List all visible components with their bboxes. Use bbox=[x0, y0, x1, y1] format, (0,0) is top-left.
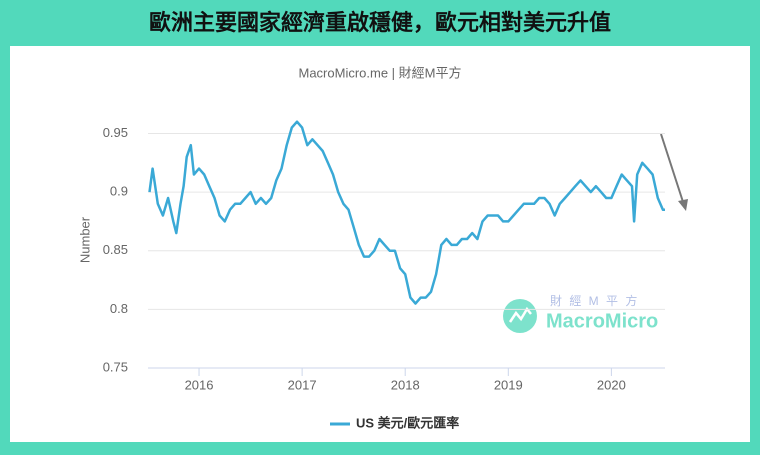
x-tick-label: 2016 bbox=[185, 377, 214, 392]
y-axis-label: Number bbox=[77, 216, 92, 263]
legend-label: US 美元/歐元匯率 bbox=[356, 415, 459, 430]
card bbox=[10, 46, 750, 442]
x-tick-label: 2020 bbox=[597, 377, 626, 392]
watermark: 財 經 M 平 方 MacroMicro bbox=[503, 293, 658, 333]
y-tick-label: 0.8 bbox=[110, 301, 128, 316]
x-tick-label: 2019 bbox=[494, 377, 523, 392]
arrow bbox=[660, 133, 685, 206]
watermark-icon bbox=[508, 306, 532, 323]
y-tick-label: 0.9 bbox=[110, 184, 128, 199]
chart-title: 歐洲主要國家經濟重啟穩健，歐元相對美元升值 bbox=[149, 10, 611, 35]
arrow-head bbox=[678, 199, 688, 211]
series-line bbox=[148, 120, 665, 305]
x-tick-label: 2018 bbox=[391, 377, 420, 392]
y-tick-label: 0.95 bbox=[103, 125, 128, 140]
y-tick-label: 0.85 bbox=[103, 242, 128, 257]
x-tick-label: 2017 bbox=[288, 377, 317, 392]
watermark-bottom: MacroMicro bbox=[546, 310, 658, 332]
y-tick-label: 0.75 bbox=[103, 359, 128, 374]
watermark-top: 財 經 M 平 方 bbox=[550, 293, 639, 308]
subtitle: MacroMicro.me | 財經M平方 bbox=[299, 65, 462, 80]
